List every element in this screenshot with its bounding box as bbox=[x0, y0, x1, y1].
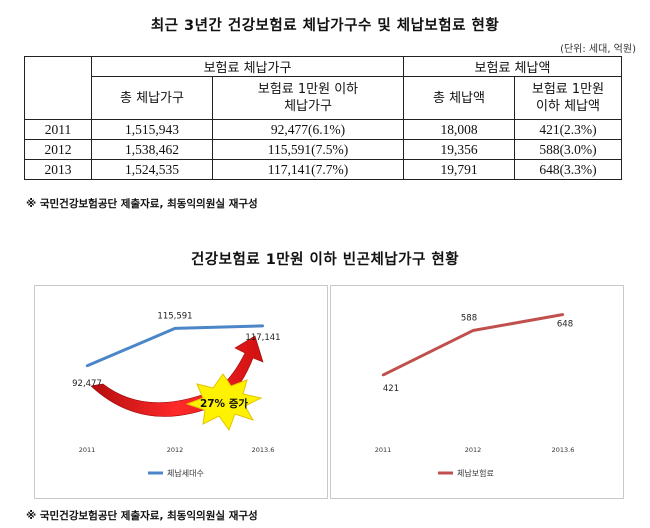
increase-annotation: 27% 증가 bbox=[200, 397, 248, 410]
col-header-total-amount: 총 체납액 bbox=[403, 76, 515, 120]
series-line bbox=[86, 324, 264, 368]
group-header-households: 보험료 체납가구 bbox=[91, 56, 404, 77]
cell-total-amount: 18,008 bbox=[403, 119, 515, 140]
chart-amount: 421 2011 588 2012 648 2013.6 체납보험료 bbox=[330, 285, 624, 499]
cell-year: 2012 bbox=[24, 139, 92, 160]
section-title: 건강보험료 1만원 이하 빈곤체납가구 현황 bbox=[190, 252, 460, 268]
cell-low-amount: 648(3.3%) bbox=[514, 159, 622, 180]
data-point bbox=[381, 373, 385, 377]
table-corner-cell bbox=[24, 56, 92, 120]
chart-households-svg: 27% 증가 92,477 2011 115,591 2012 117,141 2013.… bbox=[72, 311, 280, 478]
cell-year: 2013 bbox=[24, 159, 92, 180]
cell-low-amount: 421(2.3%) bbox=[514, 119, 622, 140]
cell-total-households: 1,538,462 bbox=[91, 139, 213, 160]
x-tick-label: 2012 bbox=[465, 446, 482, 454]
source-note: ※ 국민건강보험공단 제출자료, 최동익의원실 재구성 bbox=[26, 198, 258, 210]
cell-low-households: 117,141(7.7%) bbox=[212, 159, 404, 180]
chart-amount-svg: 421 2011 588 2012 648 2013.6 체납보험료 bbox=[375, 313, 575, 478]
cell-total-amount: 19,791 bbox=[403, 159, 515, 180]
legend-label: 체납보험료 bbox=[457, 468, 494, 478]
series-line bbox=[382, 313, 564, 377]
x-tick-label: 2013.6 bbox=[252, 446, 275, 454]
page-title: 최근 3년간 건강보험료 체납가구수 및 체납보험료 현황 bbox=[150, 18, 500, 34]
chart-households: 27% 증가 92,477 2011 115,591 2012 117,141 2013.… bbox=[34, 285, 328, 499]
x-tick-label: 2011 bbox=[79, 446, 96, 454]
cell-low-households: 92,477(6.1%) bbox=[212, 119, 404, 140]
x-tick-label: 2011 bbox=[375, 446, 392, 454]
data-point bbox=[561, 313, 565, 316]
col-header-total-households: 총 체납가구 bbox=[91, 76, 213, 120]
burst-shape bbox=[185, 373, 263, 432]
legend-label: 체납세대수 bbox=[167, 468, 204, 478]
arrears-table: 보험료 체납가구 보험료 체납액 총 체납가구 보험료 1만원 이하 체납가구 총… bbox=[24, 56, 622, 180]
data-label: 421 bbox=[383, 384, 399, 394]
x-tick-label: 2013.6 bbox=[552, 446, 575, 454]
table-row: 2012 1,538,462 115,591(7.5%) 19,356 588(… bbox=[24, 139, 622, 160]
table-row: 2011 1,515,943 92,477(6.1%) 18,008 421(2… bbox=[24, 119, 622, 140]
footer-note: ※ 국민건강보험공단 제출자료, 최동익의원실 재구성 bbox=[26, 510, 258, 522]
cell-low-amount: 588(3.0%) bbox=[514, 139, 622, 160]
cell-year: 2011 bbox=[24, 119, 92, 140]
data-label: 588 bbox=[461, 314, 477, 324]
table-row: 2013 1,524,535 117,141(7.7%) 19,791 648(… bbox=[24, 159, 622, 180]
cell-low-households: 115,591(7.5%) bbox=[212, 139, 404, 160]
col-header-low-households: 보험료 1만원 이하 체납가구 bbox=[212, 76, 404, 120]
data-label: 648 bbox=[557, 320, 573, 330]
data-point bbox=[471, 329, 475, 332]
group-header-amount: 보험료 체납액 bbox=[403, 56, 622, 77]
col-header-low-amount: 보험료 1만원 이하 체납액 bbox=[514, 76, 622, 120]
data-point bbox=[85, 364, 89, 368]
data-point bbox=[261, 324, 265, 328]
cell-total-households: 1,515,943 bbox=[91, 119, 213, 140]
x-tick-label: 2012 bbox=[167, 446, 184, 454]
data-point bbox=[173, 327, 177, 330]
cell-total-households: 1,524,535 bbox=[91, 159, 213, 180]
cell-total-amount: 19,356 bbox=[403, 139, 515, 160]
data-label: 92,477 bbox=[72, 379, 102, 389]
unit-label: (단위: 세대, 억원) bbox=[560, 44, 636, 55]
data-label: 115,591 bbox=[157, 311, 192, 321]
data-label: 117,141 bbox=[245, 333, 280, 343]
